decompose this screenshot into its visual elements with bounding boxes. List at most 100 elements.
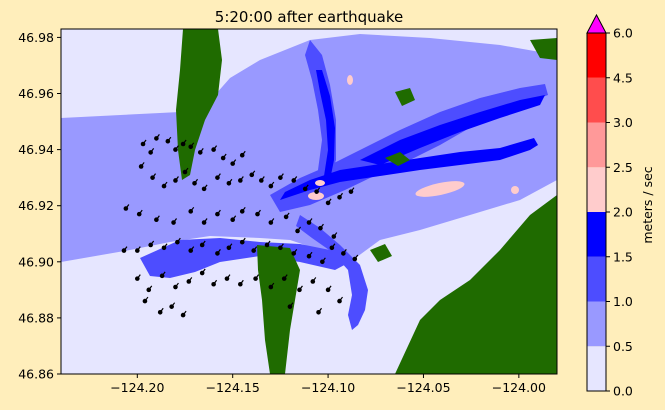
colorbar-label: meters / sec	[640, 166, 655, 243]
gauge-point	[268, 220, 274, 225]
gauge-point	[230, 161, 235, 166]
gauge-markers	[121, 134, 359, 318]
colorbar-segment	[587, 212, 606, 257]
gauge-point	[331, 234, 337, 239]
gauge-point	[226, 180, 232, 186]
colorbar-segment	[587, 167, 606, 212]
land-east-islet	[530, 38, 557, 60]
colorbar-segment	[587, 346, 606, 391]
gauge-point	[255, 211, 260, 217]
gauge-point	[297, 287, 302, 293]
gauge-point	[192, 180, 197, 186]
gauge-point	[123, 206, 129, 211]
gauge-point	[239, 239, 245, 245]
gauge-point	[199, 270, 205, 276]
gauge-point	[310, 279, 316, 284]
gauge-point	[161, 245, 167, 251]
y-tick-label: 46.86	[18, 367, 54, 382]
gauge-point	[138, 164, 144, 169]
land-southeast	[395, 195, 557, 374]
gauge-point	[165, 138, 171, 144]
colorbar-tick-label: 4.5	[613, 70, 633, 85]
y-axis: 46.86 46.88 46.90 46.92 46.94 46.96 46.98	[18, 30, 61, 382]
gauge-point	[314, 189, 319, 194]
gauge-point	[287, 304, 293, 309]
land-north-islet	[395, 88, 415, 106]
gauge-point	[140, 141, 146, 147]
gauge-point	[188, 248, 194, 253]
gauge-point	[186, 279, 192, 284]
gauge-point	[188, 144, 194, 150]
gauge-point	[173, 147, 178, 152]
gauge-point	[251, 248, 256, 253]
colorbar-extend-max	[586, 13, 607, 34]
gauge-point	[180, 141, 186, 147]
gauge-point	[188, 209, 194, 214]
gauge-point	[352, 256, 358, 262]
colorbar-segment	[587, 33, 606, 78]
gauge-point	[161, 183, 167, 189]
channel-jet-ne	[360, 95, 545, 165]
gauge-point	[211, 281, 216, 287]
gauge-point	[224, 276, 230, 281]
gauge-point	[146, 287, 152, 293]
gauge-point	[306, 220, 312, 225]
colorbar-tick-label: 0.5	[613, 339, 633, 354]
y-tick-label: 46.96	[18, 86, 54, 101]
gauge-point	[230, 217, 235, 223]
channel-jet-north	[316, 70, 335, 180]
gauge-point	[215, 211, 220, 217]
channel-jet-south	[296, 215, 368, 330]
gauge-point	[239, 209, 245, 214]
gauge-point	[154, 136, 159, 141]
gauge-point	[173, 284, 178, 290]
gauge-point	[348, 189, 354, 194]
gauge-point	[329, 245, 335, 251]
gauge-point	[157, 309, 163, 315]
peak-pink-mouth-a	[308, 192, 324, 200]
chart-title: 5:20:00 after earthquake	[215, 8, 403, 26]
gauge-point	[281, 276, 287, 281]
gauge-point	[268, 183, 274, 189]
y-tick-label: 46.94	[18, 142, 54, 157]
gauge-point	[238, 281, 243, 287]
colorbar-tick-label: 2.0	[613, 205, 633, 220]
x-tick-label: −124.00	[492, 380, 546, 395]
peak-pink-mouth-b	[315, 180, 325, 186]
colorbar-tick-label: 2.5	[613, 160, 633, 175]
colorbar: 0.0 0.5 1.0 1.5 2.0 2.5 3.0 4.5 6.0	[586, 13, 633, 399]
gauge-point	[249, 172, 255, 178]
peak-pink-east	[511, 186, 519, 194]
gauge-point	[238, 178, 243, 183]
gauge-point	[148, 242, 153, 248]
gauge-point	[318, 225, 323, 231]
x-tick-label: −124.15	[206, 380, 260, 395]
gauge-point	[148, 150, 153, 155]
gauge-point	[325, 200, 331, 206]
gauge-point	[283, 214, 289, 220]
colorbar-segment	[587, 256, 606, 302]
colorbar-tick-label: 1.5	[613, 249, 633, 264]
gauge-point	[253, 276, 258, 281]
gauge-point	[135, 248, 140, 253]
gauge-point	[226, 245, 232, 251]
gauge-point	[197, 150, 203, 155]
colorbar-tick-label: 3.0	[613, 115, 633, 130]
gauge-point	[341, 251, 346, 256]
y-tick-label: 46.88	[18, 310, 54, 325]
plot-area	[61, 29, 557, 374]
gauge-point	[154, 217, 159, 223]
gauge-point	[199, 242, 205, 248]
land-center-peninsula	[257, 245, 300, 374]
y-tick-label: 46.90	[18, 254, 54, 269]
gauge-point	[171, 220, 176, 225]
x-tick-label: −124.20	[110, 380, 164, 395]
peak-pink-ne	[415, 181, 465, 197]
y-tick-label: 46.98	[18, 30, 54, 45]
gauge-point	[220, 155, 226, 161]
gauge-point	[302, 186, 308, 192]
gauge-point	[325, 287, 331, 293]
gauge-point	[215, 251, 220, 256]
gauge-point	[201, 220, 207, 225]
colorbar-segment	[587, 77, 606, 123]
